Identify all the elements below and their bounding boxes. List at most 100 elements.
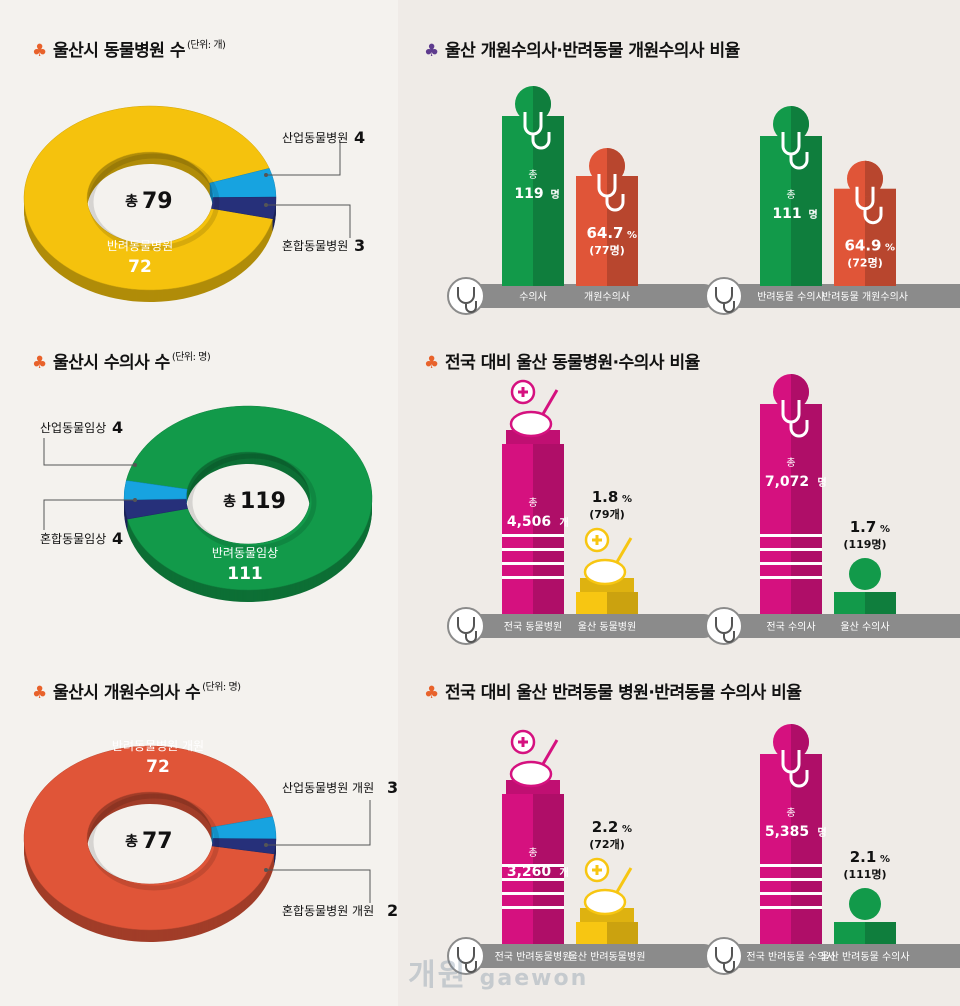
bar-total [760, 136, 791, 286]
donut-hole-shadow [187, 453, 317, 551]
dog-icon [583, 888, 627, 916]
title-pet-national-ratio: ♣ 전국 대비 울산 반려동물 병원·반려동물 수의사 비율 [424, 683, 802, 703]
bar-label-sub: (72명) [847, 256, 882, 270]
bar-ulsan [834, 592, 865, 614]
club-icon: ♣ [424, 683, 439, 703]
bar-stripe [760, 878, 822, 881]
slice-label: 산업동물병원 개원 [282, 781, 374, 795]
bar-label-value: 2.2 [592, 818, 619, 836]
bar-label-sub: (111명) [843, 867, 886, 881]
syringe-icon [541, 389, 559, 415]
bar-label-sub: (79개) [589, 507, 624, 521]
bar-stripe [760, 906, 822, 909]
bar-stripe [502, 562, 564, 565]
category-label: 반려동물 수의사 [757, 291, 825, 303]
head-icon-shade [791, 374, 809, 410]
donut-slice [23, 745, 275, 931]
slice-label: 혼합동물임상 [40, 532, 106, 546]
slice-value: 4 [354, 128, 365, 147]
bar-stripe [502, 864, 564, 867]
bar-label-value: 7,072 [765, 474, 809, 490]
bar-label-sub: (119명) [843, 537, 886, 551]
cross-mark [518, 737, 528, 747]
bar-label-unit: % [622, 494, 632, 505]
bar-ulsan-shade [607, 592, 638, 614]
bar-label-unit: 개 [560, 866, 569, 879]
category-label: 울산 반려동물 수의사 [820, 951, 909, 963]
stethoscope-icon [715, 947, 735, 973]
category-label: 전국 수의사 [766, 621, 815, 633]
leader-dot [133, 463, 137, 467]
leader-dot [133, 498, 137, 502]
cross-mark [518, 387, 528, 397]
bar-label-value: 3,260 [507, 864, 552, 880]
bar-label-unit: 명 [809, 208, 818, 221]
slice-label: 반려동물병원 [107, 239, 173, 253]
title-open-ratio: ♣ 울산 개원수의사·반려동물 개원수의사 비율 [424, 41, 740, 61]
head-icon [849, 888, 881, 920]
bar-stripe [760, 548, 822, 551]
slice-value: 4 [112, 529, 123, 548]
category-label: 울산 수의사 [840, 621, 889, 633]
slice-label: 반려동물임상 [212, 546, 278, 560]
bar-label-value: 1.7 [850, 518, 877, 536]
club-icon: ♣ [424, 353, 439, 373]
bar-label-top: 총 [786, 807, 795, 819]
stethoscope-icon [597, 174, 625, 212]
donut-slice [23, 105, 274, 291]
category-pill [448, 944, 716, 968]
bar-total [502, 794, 533, 944]
title-national-ratio: ♣ 전국 대비 울산 동물병원·수의사 비율 [424, 353, 700, 373]
bar-label-unit: % [885, 243, 895, 254]
bar-label-value: 64.9 [844, 237, 881, 255]
leader-dot [264, 843, 268, 847]
slice-value: 4 [112, 418, 123, 437]
bar-total-shade [533, 794, 564, 944]
bar-label-value: 119 [514, 186, 543, 202]
bar-stripe [502, 892, 564, 895]
category-pill [706, 944, 960, 968]
bar-label-value: 111 [772, 206, 801, 222]
category-label: 수의사 [519, 291, 547, 303]
bar-stripe [502, 576, 564, 579]
category-label: 전국 반려동물병원 [495, 951, 572, 963]
bar-total [760, 754, 791, 944]
slice-label: 혼합동물병원 [282, 239, 348, 253]
bar-label-value: 1.8 [592, 488, 619, 506]
leader-line [266, 869, 371, 903]
category-label: 개원수의사 [584, 291, 630, 303]
title-hospitals: ♣ 울산시 동물병원 수 (단위: 개) [32, 40, 226, 61]
syringe-icon [615, 537, 633, 563]
bar-label-value: 64.7 [586, 224, 623, 242]
stethoscope-icon [715, 617, 735, 643]
bar-label-top: 총 [528, 847, 537, 859]
bar-total [760, 404, 791, 614]
stethoscope-icon [457, 947, 477, 973]
bar-stripe [760, 576, 822, 579]
bar-label-unit: % [880, 854, 890, 865]
bar-label-unit: % [627, 230, 637, 241]
bar-label-unit: % [880, 524, 890, 535]
dog-icon [509, 410, 553, 438]
donut-slice [211, 196, 277, 220]
leader-line [43, 438, 135, 466]
club-icon: ♣ [424, 41, 439, 61]
head-icon-shade [533, 86, 551, 122]
donut-slice [125, 405, 373, 591]
bar-label-top: 총 [786, 457, 795, 469]
stethoscope-icon [855, 186, 883, 225]
bar-label-top: 총 [528, 169, 537, 181]
leader-line [43, 499, 135, 530]
donut-hole-shadow [88, 153, 220, 251]
bar-ulsan-shade [865, 592, 896, 614]
bar-label-unit: 명 [818, 826, 827, 839]
donut-total-label: 총 [125, 834, 138, 850]
donut-total-value: 119 [240, 489, 286, 514]
leader-line [266, 800, 371, 846]
stethoscope-icon [781, 132, 809, 170]
head-icon [849, 558, 881, 590]
stethoscope-icon [457, 287, 477, 313]
stethoscope-icon [781, 400, 809, 438]
slice-label: 혼합동물병원 개원 [282, 904, 374, 918]
